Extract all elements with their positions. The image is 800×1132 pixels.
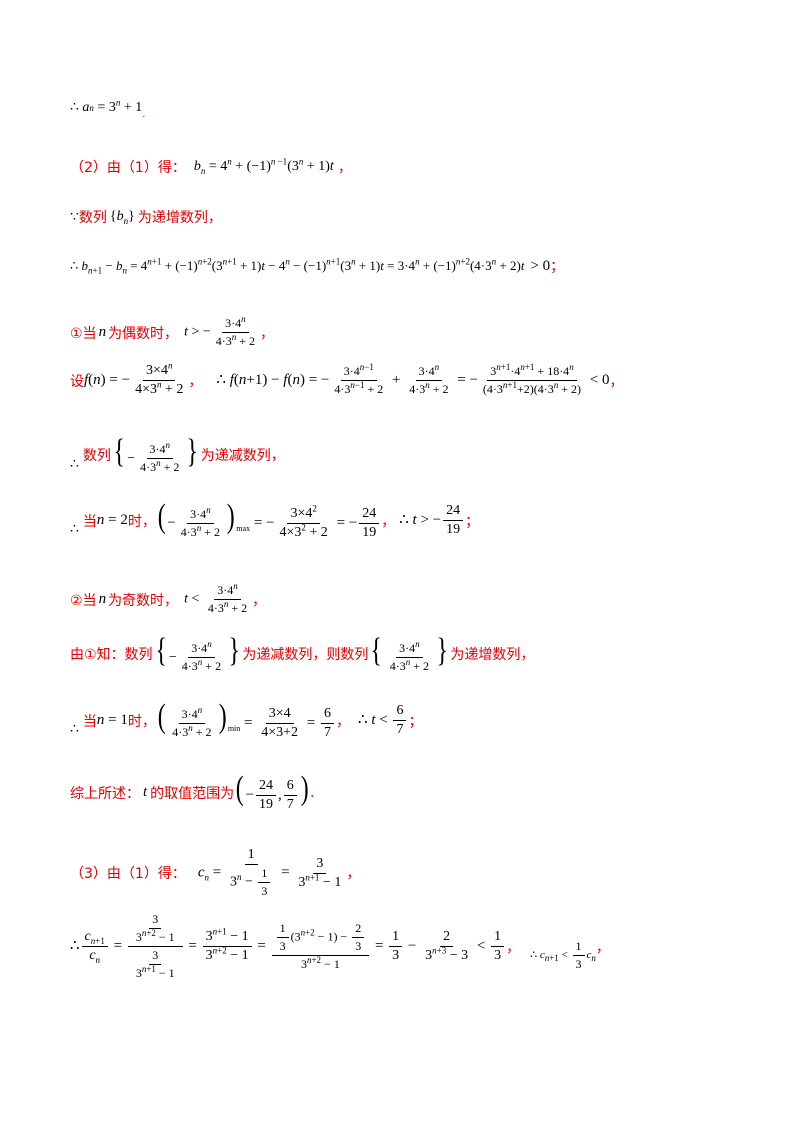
line-case-odd: ②当 n 为奇数时， t < 3·4n 4·3n + 2 ，: [70, 581, 267, 616]
line-seq-decreasing: ∴ 数列 {−3·4n 4·3n + 2} 为递减数列，: [70, 433, 285, 475]
line-conclusion-range: 综上所述： t 的取值范围为 (−24 19, 6 7) .: [70, 770, 315, 813]
line-define-f: 设 f(n) = −3×4n 4×3n + 2 ， ∴ f(n+1) − f(n)…: [70, 360, 624, 397]
line-case-even: ①当 n 为偶数时， t > −3·4n 4·3n + 2 ，: [70, 314, 275, 349]
line-n1-min: ∴ 当 n = 1 时， (3·4n 4·3n + 2) min = 3×4 4×3+…: [70, 698, 423, 741]
line-bn-difference: ∴ bn+1 − bn = 4n+1 + (−1)n+2(3n+1 + 1)t …: [70, 256, 565, 276]
line-n2-max: ∴ 当 n = 2 时， (−3·4n 4·3n + 2) max = −3×42 4…: [70, 498, 480, 541]
line-part2-bn: （2）由（1）得： bn = 4n + (−1)n −1(3n + 1)t ，: [70, 156, 352, 176]
line-bn-increasing: ∵ 数列 {bn} 为递增数列，: [70, 209, 222, 226]
line-from-case1: 由①知：数列 {−3·4n 4·3n + 2} 为递减数列，则数列 {3·4n 4·…: [70, 632, 535, 674]
